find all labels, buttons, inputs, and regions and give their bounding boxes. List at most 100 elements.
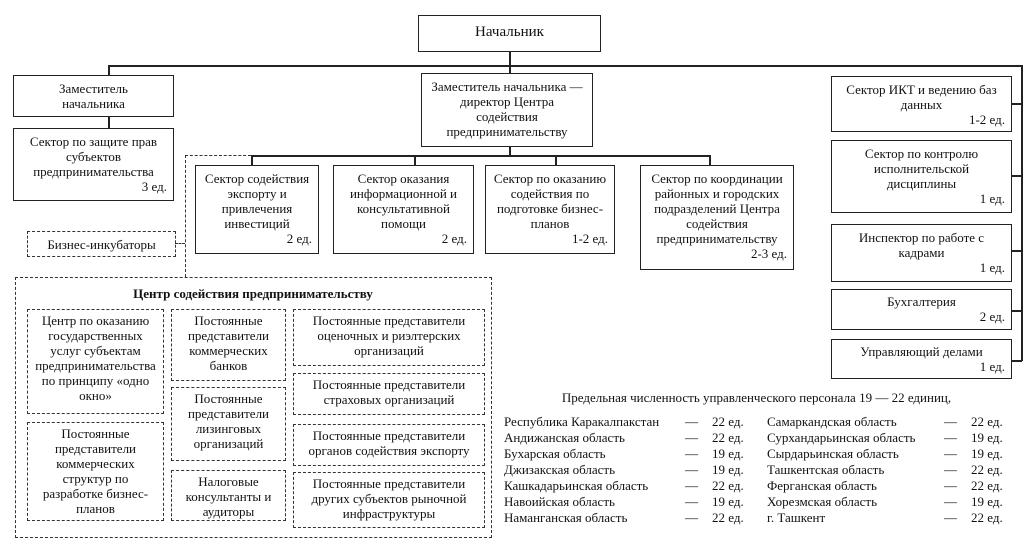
region-dash: — [944, 478, 957, 493]
center-title: Центр содействия предпринимательству [133, 286, 373, 301]
region-value: 19 ед. [971, 494, 1003, 509]
box-units: 2 ед. [979, 309, 1005, 324]
box-title: Сектор по оказанию содействия по подгото… [493, 171, 607, 231]
center-item: Постоянные представители лизинговых орга… [171, 387, 286, 461]
connector [555, 155, 557, 165]
region-dash: — [944, 446, 957, 461]
box-title: Сектор содействия экспорту и привлечения… [204, 171, 310, 231]
region-value: 19 ед. [712, 446, 744, 461]
center-item: Налоговые консультанты и аудиторы [171, 470, 286, 521]
region-dash: — [685, 494, 698, 509]
region-dash: — [685, 446, 698, 461]
box-units: 1 ед. [979, 359, 1005, 374]
region-name: Республика Каракалпакстан [504, 414, 660, 429]
box-units: 2 ед. [441, 231, 467, 246]
box-units: 1-2 ед. [571, 231, 608, 246]
dashed-connector [185, 155, 251, 156]
region-dash: — [944, 510, 957, 525]
center-item: Постоянные представители коммерческих ст… [27, 422, 164, 521]
center-item: Постоянные представители органов содейст… [293, 424, 485, 466]
center-item: Постоянные представители других субъекто… [293, 472, 485, 528]
box-units: 1 ед. [979, 191, 1005, 206]
dashed-connector [175, 243, 185, 244]
connector [108, 65, 1022, 67]
box-units: 1-2 ед. [968, 112, 1005, 127]
sector-export-box: Сектор содействия экспорту и привлечения… [195, 165, 319, 254]
region-dash: — [685, 430, 698, 445]
box-title: Сектор по защите прав субъектов предприн… [29, 134, 158, 179]
region-name: Хорезмская область [767, 494, 877, 509]
box-title: Бухгалтерия [887, 294, 956, 309]
box-title: Инспектор по работе с кадрами [858, 230, 985, 260]
protection-sector-box: Сектор по защите прав субъектов предприн… [13, 128, 174, 201]
center-item: Постоянные представители коммерческих ба… [171, 309, 286, 381]
box-title: Сектор ИКТ и ведению баз данных [846, 82, 997, 112]
deputy-box: Заместитель начальника [13, 75, 174, 117]
region-dash: — [685, 478, 698, 493]
dashed-connector [185, 155, 186, 277]
ict-sector-box: Сектор ИКТ и ведению баз данных 1-2 ед. [831, 76, 1012, 132]
center-container [15, 277, 492, 538]
deputy-director-title: Заместитель начальника — директор Центра… [431, 79, 583, 139]
box-title: Сектор по координации районных и городск… [651, 171, 783, 246]
region-name: Кашкадарьинская область [504, 478, 649, 493]
connector [1012, 310, 1022, 312]
connector [251, 155, 710, 157]
connector [709, 155, 711, 165]
region-name: Ташкентская область [767, 462, 885, 477]
sector-info-box: Сектор оказания информационной и консуль… [333, 165, 474, 254]
box-title: Сектор оказания информационной и консуль… [349, 171, 458, 231]
region-name: Джизакская область [504, 462, 616, 477]
connector [251, 155, 253, 165]
region-name: Сурхандарьинская область [767, 430, 916, 445]
box-title: Сектор по контролю исполнительской дисци… [864, 146, 979, 191]
region-value: 22 ед. [712, 414, 744, 429]
connector [108, 116, 110, 128]
connector [1012, 360, 1022, 362]
region-value: 19 ед. [971, 430, 1003, 445]
region-value: 22 ед. [971, 462, 1003, 477]
sector-coordination-box: Сектор по координации районных и городск… [640, 165, 794, 270]
region-value: 22 ед. [712, 478, 744, 493]
hr-inspector-box: Инспектор по работе с кадрами 1 ед. [831, 224, 1012, 282]
box-title: Управляющий делами [860, 344, 983, 359]
center-item: Постоянные представители оценочных и риэ… [293, 309, 485, 366]
connector [1012, 250, 1022, 252]
region-dash: — [685, 510, 698, 525]
region-name: Навоийская область [504, 494, 615, 509]
region-name: г. Ташкент [767, 510, 826, 525]
region-dash: — [944, 414, 957, 429]
region-value: 22 ед. [712, 430, 744, 445]
region-dash: — [944, 494, 957, 509]
region-name: Наманганская область [504, 510, 628, 525]
region-value: 22 ед. [712, 510, 744, 525]
business-incubators-box: Бизнес-инкубаторы [27, 231, 176, 257]
region-dash: — [944, 430, 957, 445]
region-value: 19 ед. [971, 446, 1003, 461]
region-name: Ферганская область [767, 478, 877, 493]
connector [509, 51, 511, 73]
staff-limit-text: Предельная численность управленческого п… [561, 390, 952, 405]
discipline-sector-box: Сектор по контролю исполнительской дисци… [831, 140, 1012, 213]
chief-box: Начальник [418, 15, 601, 52]
region-dash: — [685, 414, 698, 429]
connector [1012, 103, 1022, 105]
region-name: Самаркандская область [767, 414, 897, 429]
box-units: 3 ед. [141, 179, 167, 194]
connector [1021, 65, 1023, 361]
deputy-title: Заместитель начальника [59, 81, 128, 111]
office-manager-box: Управляющий делами 1 ед. [831, 339, 1012, 379]
region-value: 22 ед. [971, 414, 1003, 429]
region-dash: — [944, 462, 957, 477]
region-value: 22 ед. [971, 478, 1003, 493]
box-units: 2-3 ед. [750, 246, 787, 261]
connector [108, 65, 110, 75]
chief-title: Начальник [475, 24, 544, 40]
box-units: 2 ед. [286, 231, 312, 246]
box-units: 1 ед. [979, 260, 1005, 275]
center-item: Центр по оказанию государственных услуг … [27, 309, 164, 414]
region-dash: — [685, 462, 698, 477]
region-value: 19 ед. [712, 462, 744, 477]
region-name: Андижанская область [504, 430, 625, 445]
region-name: Бухарская область [504, 446, 606, 461]
